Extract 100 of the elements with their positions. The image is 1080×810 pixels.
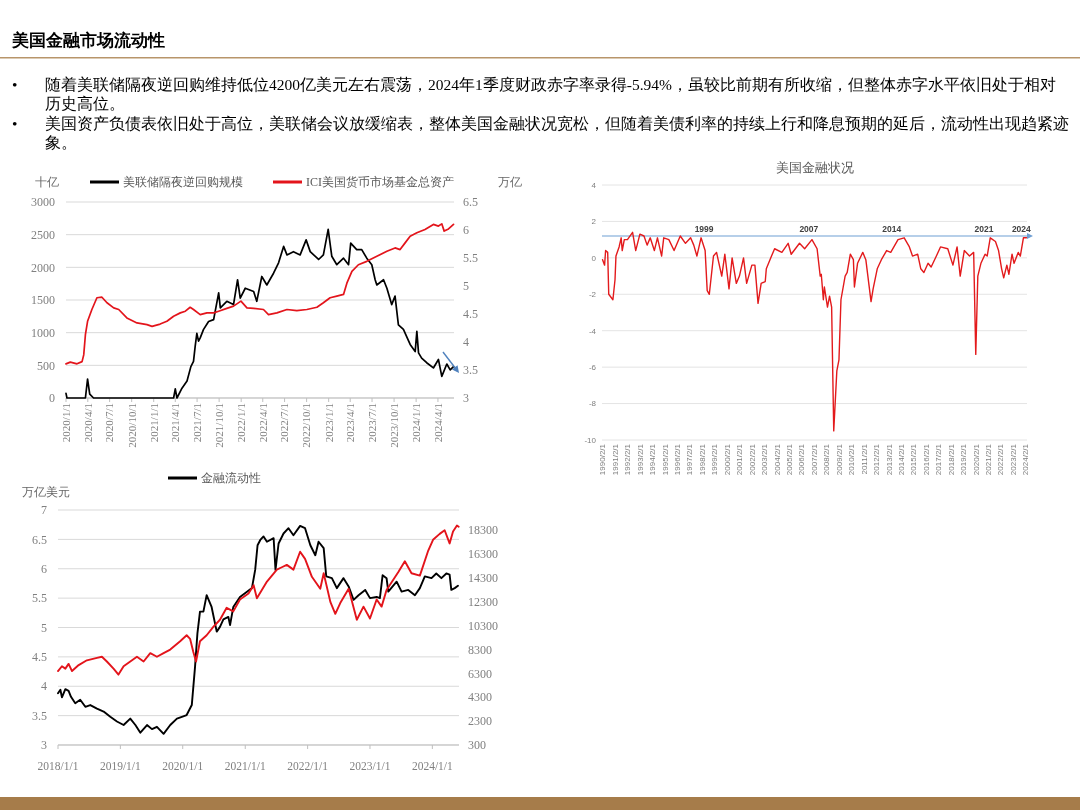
y-tick-label: 7 <box>41 503 47 518</box>
x-tick-label: 2023/1/1 <box>322 403 335 443</box>
x-tick-label: 1998/2/1 <box>697 443 707 476</box>
y-tick-label: 2500 <box>31 227 55 242</box>
y-tick-label: 3000 <box>31 195 55 210</box>
legend-label: 金融流动性 <box>201 471 261 485</box>
x-tick-label: 2021/1/1 <box>147 403 160 443</box>
x-tick-label: 2024/1/1 <box>409 403 422 443</box>
x-tick-label: 1994/2/1 <box>648 443 658 476</box>
y-tick-label: 0 <box>49 391 55 406</box>
x-tick-label: 2021/2/1 <box>984 443 994 476</box>
annotation: 2021 <box>974 224 994 234</box>
x-tick-label: 2004/2/1 <box>772 443 782 476</box>
x-tick-label: 2021/4/1 <box>169 403 182 443</box>
line-series <box>65 222 455 365</box>
legend-label: 美联储隔夜逆回购规模 <box>123 175 243 189</box>
x-tick-label: 2020/7/1 <box>103 403 116 443</box>
y-tick-label: -8 <box>588 399 597 409</box>
x-tick-label: 1999/2/1 <box>710 443 720 476</box>
x-tick-label: 2013/2/1 <box>884 443 894 476</box>
y2-tick-label: 6 <box>463 223 469 238</box>
y2-tick-label: 16300 <box>468 547 498 562</box>
x-tick-label: 2023/1/1 <box>349 760 391 772</box>
x-tick-label: 2021/1/1 <box>224 760 266 772</box>
annotation: 2007 <box>799 224 819 234</box>
x-tick-label: 2003/2/1 <box>760 443 770 476</box>
line-series <box>601 231 1028 432</box>
x-tick-label: 2015/2/1 <box>909 443 919 476</box>
y-tick-label: 2000 <box>31 260 55 275</box>
x-tick-label: 2001/2/1 <box>735 443 745 476</box>
y-tick-label: 5.5 <box>32 591 47 606</box>
x-tick-label: 2023/10/1 <box>387 403 400 448</box>
y-tick-label: -4 <box>588 326 597 336</box>
y2-tick-label: 5 <box>463 279 469 294</box>
x-tick-label: 2024/2/1 <box>1021 443 1031 476</box>
x-tick-label: 2007/2/1 <box>809 443 819 476</box>
y-tick-label: 6.5 <box>32 532 47 547</box>
y-tick-label: -2 <box>588 290 597 300</box>
x-tick-label: 2006/2/1 <box>797 443 807 476</box>
x-tick-label: 2022/2/1 <box>996 443 1006 476</box>
x-tick-label: 2016/2/1 <box>921 443 931 476</box>
y2-axis-title: 万亿 <box>498 175 522 189</box>
y-tick-label: 2 <box>591 217 597 227</box>
x-tick-label: 2022/10/1 <box>300 403 313 448</box>
text: 美国金融市场流动性 <box>11 31 165 50</box>
x-tick-label: 2023/4/1 <box>344 403 357 443</box>
x-tick-label: 2023/7/1 <box>365 403 378 443</box>
y-tick-label: 3 <box>41 738 47 753</box>
y2-tick-label: 4 <box>463 335 469 350</box>
x-tick-label: 2014/2/1 <box>896 443 906 476</box>
y2-tick-label: 4300 <box>468 690 492 705</box>
y2-tick-label: 5.5 <box>463 251 478 266</box>
y-tick-label: 3.5 <box>32 708 47 723</box>
annotation: 2024 <box>1011 224 1032 234</box>
y-tick-label: -6 <box>588 362 597 372</box>
x-tick-label: 2010/2/1 <box>847 443 857 476</box>
y-tick-label: 5 <box>41 620 47 635</box>
x-tick-label: 2005/2/1 <box>784 443 794 476</box>
y2-tick-label: 14300 <box>468 571 498 586</box>
y2-tick-label: 18300 <box>468 523 498 538</box>
x-tick-label: 1996/2/1 <box>673 443 682 476</box>
x-tick-label: 2023/2/1 <box>1008 443 1018 476</box>
y-tick-label: 500 <box>37 358 55 373</box>
y-tick-label: 1000 <box>31 325 55 340</box>
x-tick-label: 2020/1/1 <box>59 403 72 443</box>
x-tick-label: 2020/4/1 <box>81 403 94 443</box>
y2-tick-label: 3.5 <box>463 363 478 378</box>
x-tick-label: 2019/2/1 <box>959 443 969 476</box>
x-tick-label: 2024/1/1 <box>411 760 454 772</box>
x-tick-label: 2018/2/1 <box>946 443 956 476</box>
y2-tick-label: 300 <box>468 738 486 753</box>
x-tick-label: 2009/2/1 <box>834 443 844 476</box>
x-tick-label: 2012/2/1 <box>872 443 882 476</box>
x-tick-label: 2018/1/1 <box>37 760 79 772</box>
x-tick-label: 1992/2/1 <box>623 443 633 476</box>
y-tick-label: -10 <box>584 435 597 445</box>
x-tick-label: 1997/2/1 <box>685 443 695 476</box>
x-tick-label: 2021/10/1 <box>212 403 225 448</box>
y-tick-label: 0 <box>591 253 597 263</box>
x-tick-label: 1990/2/1 <box>598 443 608 476</box>
y2-tick-label: 10300 <box>468 618 498 633</box>
chart-title: 美国金融状况 <box>775 160 854 175</box>
y2-tick-label: 12300 <box>468 595 498 610</box>
y-tick-label: 4.5 <box>32 650 47 665</box>
x-tick-label: 2021/7/1 <box>190 403 203 443</box>
legend-label: ICI美国货币市场基金总资产 <box>306 175 454 189</box>
x-tick-label: 2019/1/1 <box>99 760 142 772</box>
line-series <box>57 524 460 676</box>
y-axis-title: 万亿美元 <box>22 485 70 499</box>
x-tick-label: 2017/2/1 <box>934 443 944 476</box>
x-tick-label: 2020/10/1 <box>125 403 138 448</box>
annotation: 1999 <box>694 224 714 234</box>
y-tick-label: 4 <box>591 180 597 190</box>
x-tick-label: 2011/2/1 <box>859 443 869 475</box>
x-tick-label: 2002/2/1 <box>747 443 757 476</box>
y2-tick-label: 6.5 <box>463 195 478 210</box>
x-tick-label: 1991/2/1 <box>610 443 620 476</box>
y2-tick-label: 6300 <box>468 666 492 681</box>
y2-tick-label: 3 <box>463 391 469 406</box>
y-tick-label: 1500 <box>31 293 55 308</box>
